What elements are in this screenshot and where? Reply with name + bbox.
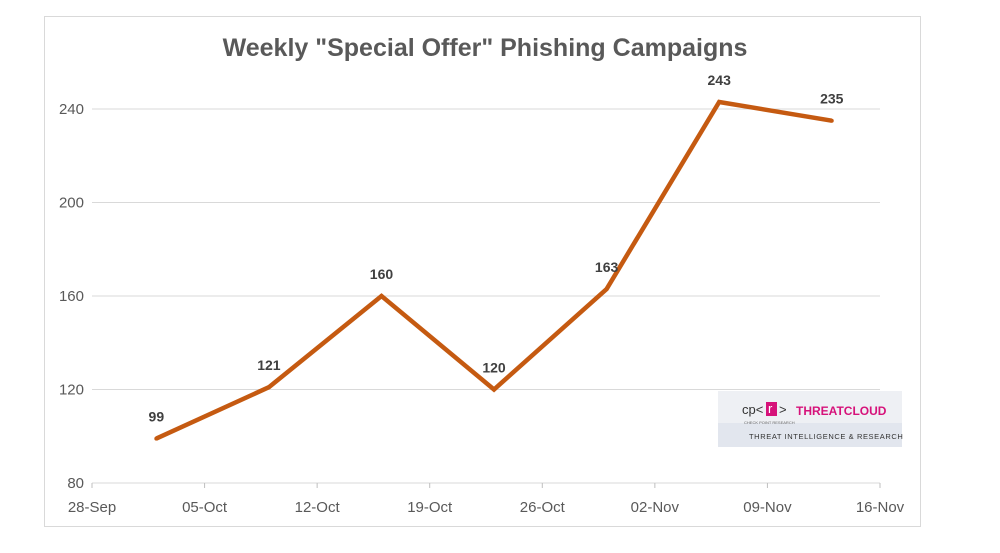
data-label: 121 [257,357,281,373]
y-tick-label: 200 [59,195,84,212]
data-label: 243 [708,72,732,88]
logo-mark-box [766,402,777,416]
y-tick-label: 240 [59,101,84,118]
data-point [379,294,384,298]
y-tick-label: 80 [67,475,84,492]
x-tick-label: 28-Sep [68,499,116,516]
logo-band [718,423,902,447]
x-tick-label: 26-Oct [520,499,566,516]
threatcloud-logo: cp< r > CHECK POINT RESEARCH THREATCLOUD… [718,391,903,447]
x-tick-label: 05-Oct [182,499,228,516]
x-tick-label: 09-Nov [743,499,792,516]
data-label: 99 [149,409,165,425]
data-point [717,99,722,104]
logo-tiny-text: CHECK POINT RESEARCH [744,420,795,425]
data-label: 235 [820,91,844,107]
x-axis-ticks: 28-Sep 05-Oct 12-Oct 19-Oct 26-Oct 02-Nov 09-N… [68,483,905,516]
x-tick-label: 12-Oct [295,499,341,516]
logo-brand: THREATCLOUD [796,404,887,418]
data-label: 160 [370,266,394,282]
data-label: 163 [595,259,619,275]
data-point [154,436,159,441]
y-tick-label: 160 [59,288,84,305]
series-layer [154,99,834,441]
x-tick-label: 16-Nov [856,499,905,516]
x-tick-label: 19-Oct [407,499,453,516]
data-point [492,387,497,392]
data-labels: 99 121 160 120 163 243 235 [149,72,844,425]
logo-prefix: cp< [742,402,763,417]
logo-tagline: THREAT INTELLIGENCE & RESEARCH [749,432,903,441]
data-label: 120 [482,360,506,376]
data-point [604,286,609,291]
logo-mark: r [768,401,773,416]
logo-suffix: > [779,402,787,417]
chart-title: Weekly "Special Offer" Phishing Campaign… [223,34,748,62]
data-point [829,118,834,123]
y-tick-label: 120 [59,382,84,399]
x-tick-label: 02-Nov [631,499,680,516]
data-point [266,385,271,390]
y-axis-ticks: 80 120 160 200 240 [59,101,84,492]
